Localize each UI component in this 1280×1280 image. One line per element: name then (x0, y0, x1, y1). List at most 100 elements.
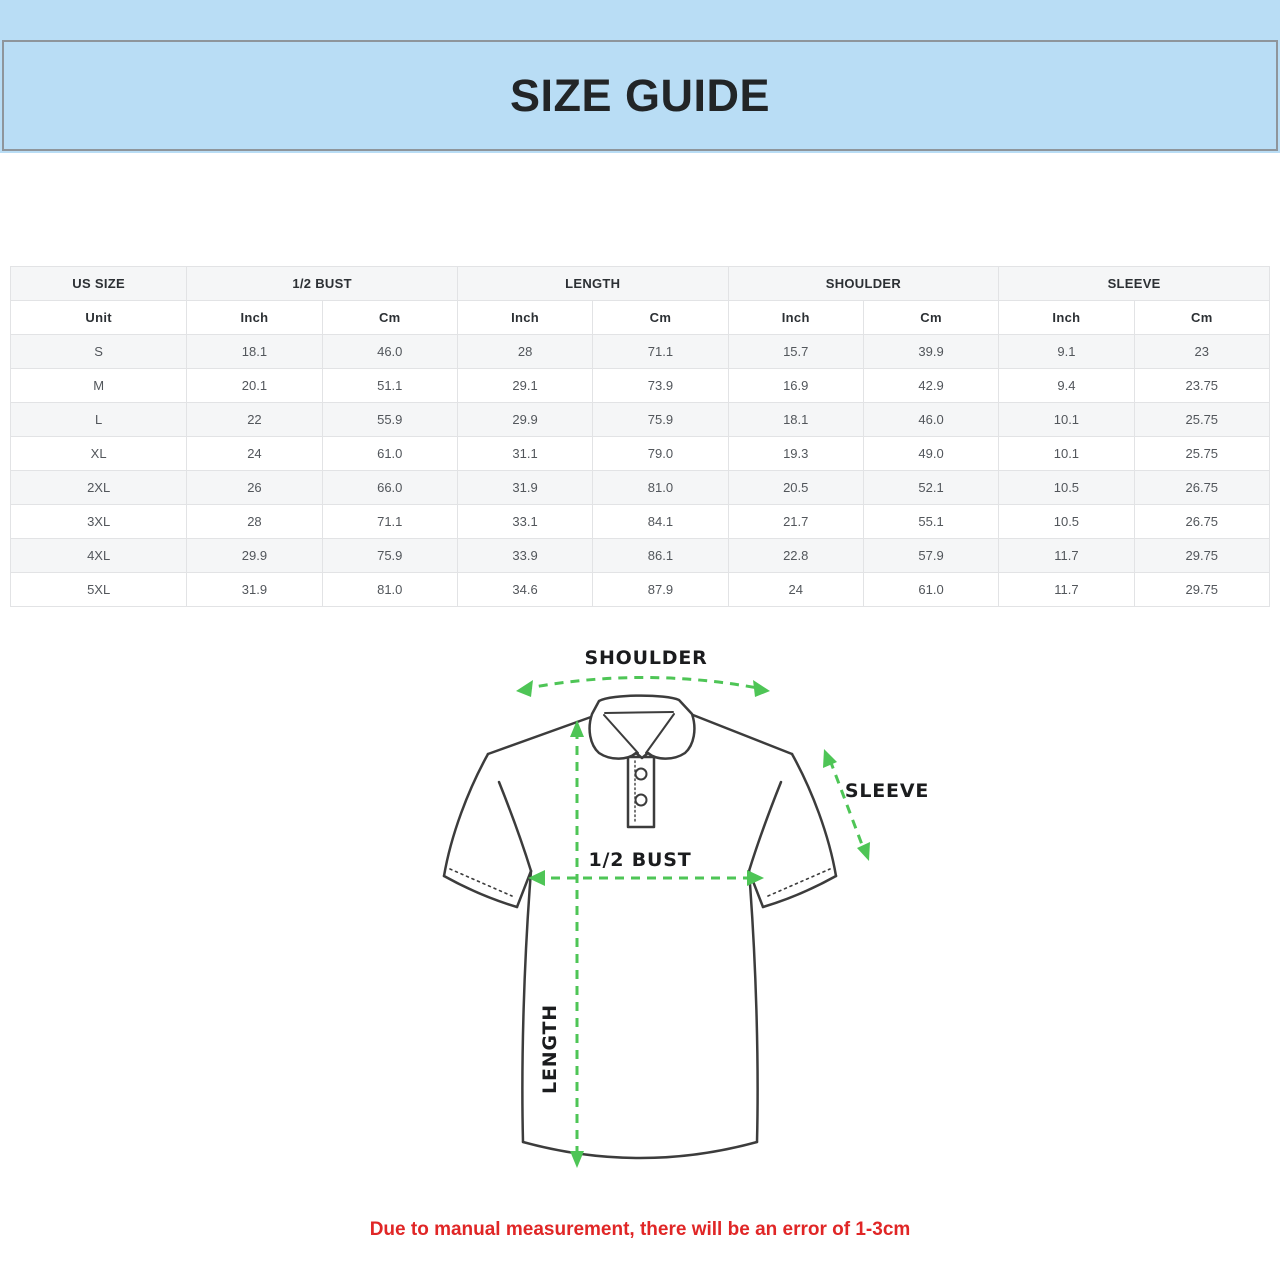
shirt-collar-flap-right-edge (645, 713, 675, 754)
table-group-header-row: US SIZE 1/2 BUST LENGTH SHOULDER SLEEVE (9, 266, 1270, 301)
shirt-right-cuff (761, 874, 838, 909)
column-unit-header: Inch (727, 300, 864, 335)
measurement-cell: 28 (186, 504, 323, 539)
column-unit-header: Inch (456, 300, 594, 335)
size-cell: 4XL (9, 538, 188, 573)
column-group-header: LENGTH (456, 266, 729, 301)
measurement-cell: 9.1 (998, 334, 1135, 369)
measurement-cell: 18.1 (727, 402, 864, 437)
measurement-cell: 29.9 (456, 402, 594, 437)
shoulder-arrowhead-right (753, 680, 770, 697)
size-cell: 3XL (9, 504, 188, 539)
shirt-left-cuff-stitch (449, 868, 513, 897)
table-row: S 18.1 46.0 28 71.1 15.7 39.9 9.1 23 (9, 334, 1271, 369)
shirt-right-sleeve-outline (790, 752, 838, 878)
table-row: L 22 55.9 29.9 75.9 18.1 46.0 10.1 25.75 (9, 402, 1271, 437)
shirt-shoulder-seam-left (486, 715, 593, 756)
sleeve-label: SLEEVE (845, 780, 929, 802)
measurement-cell: 26.75 (1133, 470, 1271, 505)
size-cell: XL (9, 436, 188, 471)
measurement-cell: 21.7 (727, 504, 864, 539)
measurement-cell: 84.1 (592, 504, 729, 539)
column-unit-header: Cm (1133, 300, 1271, 335)
column-unit-header: Cm (321, 300, 458, 335)
table-row: 4XL 29.9 75.9 33.9 86.1 22.8 57.9 11.7 29.75 (9, 538, 1271, 573)
measurement-cell: 57.9 (862, 538, 1000, 573)
bust-arrowhead-left (528, 870, 545, 886)
shoulder-label: SHOULDER (584, 647, 707, 669)
shoulder-arrowhead-left (516, 680, 533, 697)
measurement-cell: 25.75 (1133, 402, 1271, 437)
sleeve-measure-line (828, 759, 866, 851)
size-cell: S (9, 334, 188, 369)
size-cell: 2XL (9, 470, 188, 505)
measurement-cell: 29.75 (1133, 572, 1271, 607)
shirt-right-armhole-seam (747, 780, 783, 873)
measurement-cell: 34.6 (456, 572, 594, 607)
measurement-cell: 23.75 (1133, 368, 1271, 403)
shirt-left-side (521, 869, 533, 1144)
measurement-cell: 29.1 (456, 368, 594, 403)
measurement-cell: 52.1 (862, 470, 1000, 505)
measurement-cell: 49.0 (862, 436, 1000, 471)
measurement-cell: 75.9 (592, 402, 729, 437)
shirt-button-bottom (634, 793, 648, 807)
measurement-cell: 73.9 (592, 368, 729, 403)
column-unit-header: Cm (592, 300, 729, 335)
table-unit-header-row: Unit Inch Cm Inch Cm Inch Cm Inch Cm (9, 300, 1271, 335)
measurement-cell: 79.0 (592, 436, 729, 471)
measurement-cell: 42.9 (862, 368, 1000, 403)
measurement-cell: 16.9 (727, 368, 864, 403)
column-group-header: SHOULDER (727, 266, 1000, 301)
length-arrowhead-top (570, 720, 584, 737)
shirt-collar-outline (588, 694, 696, 760)
measurement-cell: 81.0 (321, 572, 458, 607)
measurement-cell: 33.1 (456, 504, 594, 539)
measurement-cell: 23 (1133, 334, 1271, 369)
measurement-cell: 81.0 (592, 470, 729, 505)
measurement-cell: 10.1 (998, 436, 1135, 471)
column-unit-header: Inch (186, 300, 323, 335)
column-group-header: SLEEVE (998, 266, 1270, 301)
measurement-cell: 31.9 (186, 572, 323, 607)
size-table: US SIZE 1/2 BUST LENGTH SHOULDER SLEEVE Unit I… (9, 266, 1271, 607)
measurement-cell: 10.5 (998, 504, 1135, 539)
measurement-cell: 25.75 (1133, 436, 1271, 471)
page-title: SIZE GUIDE (509, 69, 771, 121)
table-row: 2XL 26 66.0 31.9 81.0 20.5 52.1 10.5 26.75 (9, 470, 1271, 505)
measurement-cell: 29.75 (1133, 538, 1271, 573)
measurement-cell: 71.1 (592, 334, 729, 369)
measurement-cell: 71.1 (321, 504, 458, 539)
shirt-left-sleeve-outline (442, 752, 490, 878)
measurement-cell: 61.0 (862, 572, 1000, 607)
measurement-cell: 22 (186, 402, 323, 437)
bust-arrowhead-right (747, 870, 764, 886)
measurement-cell: 10.5 (998, 470, 1135, 505)
measurement-cell: 28 (456, 334, 594, 369)
measurement-cell: 87.9 (592, 572, 729, 607)
column-unit-header: Cm (862, 300, 1000, 335)
shirt-hem (521, 1140, 759, 1160)
shoulder-measure-line (522, 676, 764, 691)
column-group-header: 1/2 BUST (186, 266, 458, 301)
column-group-header: US SIZE (9, 266, 188, 301)
measurement-cell: 61.0 (321, 436, 458, 471)
measurement-cell: 26.75 (1133, 504, 1271, 539)
measurement-cell: 19.3 (727, 436, 864, 471)
table-row: 5XL 31.9 81.0 34.6 87.9 24 61.0 11.7 29.75 (9, 572, 1271, 607)
shirt-button-top (634, 767, 648, 781)
measurement-cell: 75.9 (321, 538, 458, 573)
measurement-cell: 11.7 (998, 538, 1135, 573)
bust-label: 1/2 BUST (589, 849, 692, 871)
measurement-cell: 20.1 (186, 368, 323, 403)
measurement-cell: 11.7 (998, 572, 1135, 607)
size-guide-banner: SIZE GUIDE (0, 0, 1280, 153)
measurement-cell: 26 (186, 470, 323, 505)
size-cell: L (9, 402, 188, 437)
shirt-left-underarm (515, 869, 533, 909)
length-arrowhead-bottom (570, 1151, 584, 1168)
measurement-cell: 66.0 (321, 470, 458, 505)
measurement-cell: 20.5 (727, 470, 864, 505)
measurement-cell: 9.4 (998, 368, 1135, 403)
length-label: LENGTH (539, 1004, 561, 1094)
